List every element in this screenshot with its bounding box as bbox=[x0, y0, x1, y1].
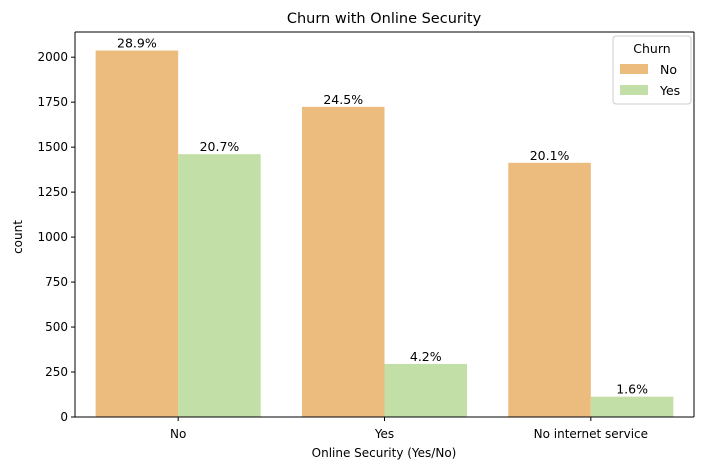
bar-yes-2 bbox=[590, 396, 674, 417]
y-tick-label: 1000 bbox=[37, 230, 68, 244]
legend: Churn No Yes bbox=[612, 35, 692, 105]
y-tick-label: 750 bbox=[45, 275, 68, 289]
y-tick-label: 500 bbox=[45, 320, 68, 334]
legend-title: Churn bbox=[633, 41, 670, 56]
bar-no-0 bbox=[95, 50, 179, 418]
chart-title: Churn with Online Security bbox=[287, 11, 482, 27]
y-tick-label: 1750 bbox=[37, 95, 68, 109]
y-tick-label: 2000 bbox=[37, 50, 68, 64]
y-tick-label: 1250 bbox=[37, 185, 68, 199]
bar-yes-1 bbox=[384, 363, 468, 417]
bar-yes-0 bbox=[178, 154, 261, 417]
bar-label: 28.9% bbox=[117, 36, 157, 51]
legend-label-no: No bbox=[660, 62, 677, 77]
bar-no-1 bbox=[301, 106, 385, 417]
y-axis-label: count bbox=[11, 220, 25, 254]
plot-area: 28.9% 24.5% 20.1% 20.7% 4.2% 1.6% 0 250 500 750 10… bbox=[37, 31, 695, 441]
x-tick-label: Yes bbox=[374, 427, 394, 441]
bar-label: 20.7% bbox=[200, 139, 240, 154]
bar-no-2 bbox=[508, 162, 591, 417]
x-axis-label: Online Security (Yes/No) bbox=[312, 446, 457, 460]
bar-label: 1.6% bbox=[616, 382, 648, 397]
legend-label-yes: Yes bbox=[659, 83, 680, 98]
y-tick-label: 1500 bbox=[37, 140, 68, 154]
legend-swatch-yes bbox=[620, 85, 648, 95]
legend-swatch-no bbox=[620, 64, 648, 74]
bar-label: 4.2% bbox=[410, 349, 442, 364]
x-tick-label: No bbox=[170, 427, 186, 441]
x-tick-label: No internet service bbox=[534, 427, 648, 441]
bar-label: 20.1% bbox=[530, 148, 570, 163]
bar-label: 24.5% bbox=[323, 92, 363, 107]
y-tick-label: 250 bbox=[45, 365, 68, 379]
y-tick-label: 0 bbox=[60, 410, 68, 424]
